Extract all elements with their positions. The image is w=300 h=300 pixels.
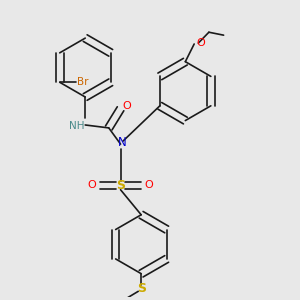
Text: O: O (122, 101, 131, 111)
Text: S: S (116, 179, 125, 192)
Text: O: O (88, 180, 96, 190)
Text: O: O (196, 38, 205, 48)
Text: N: N (118, 136, 126, 149)
Text: S: S (137, 282, 146, 295)
Text: O: O (145, 180, 154, 190)
Text: Br: Br (77, 77, 88, 87)
Text: NH: NH (69, 121, 84, 130)
